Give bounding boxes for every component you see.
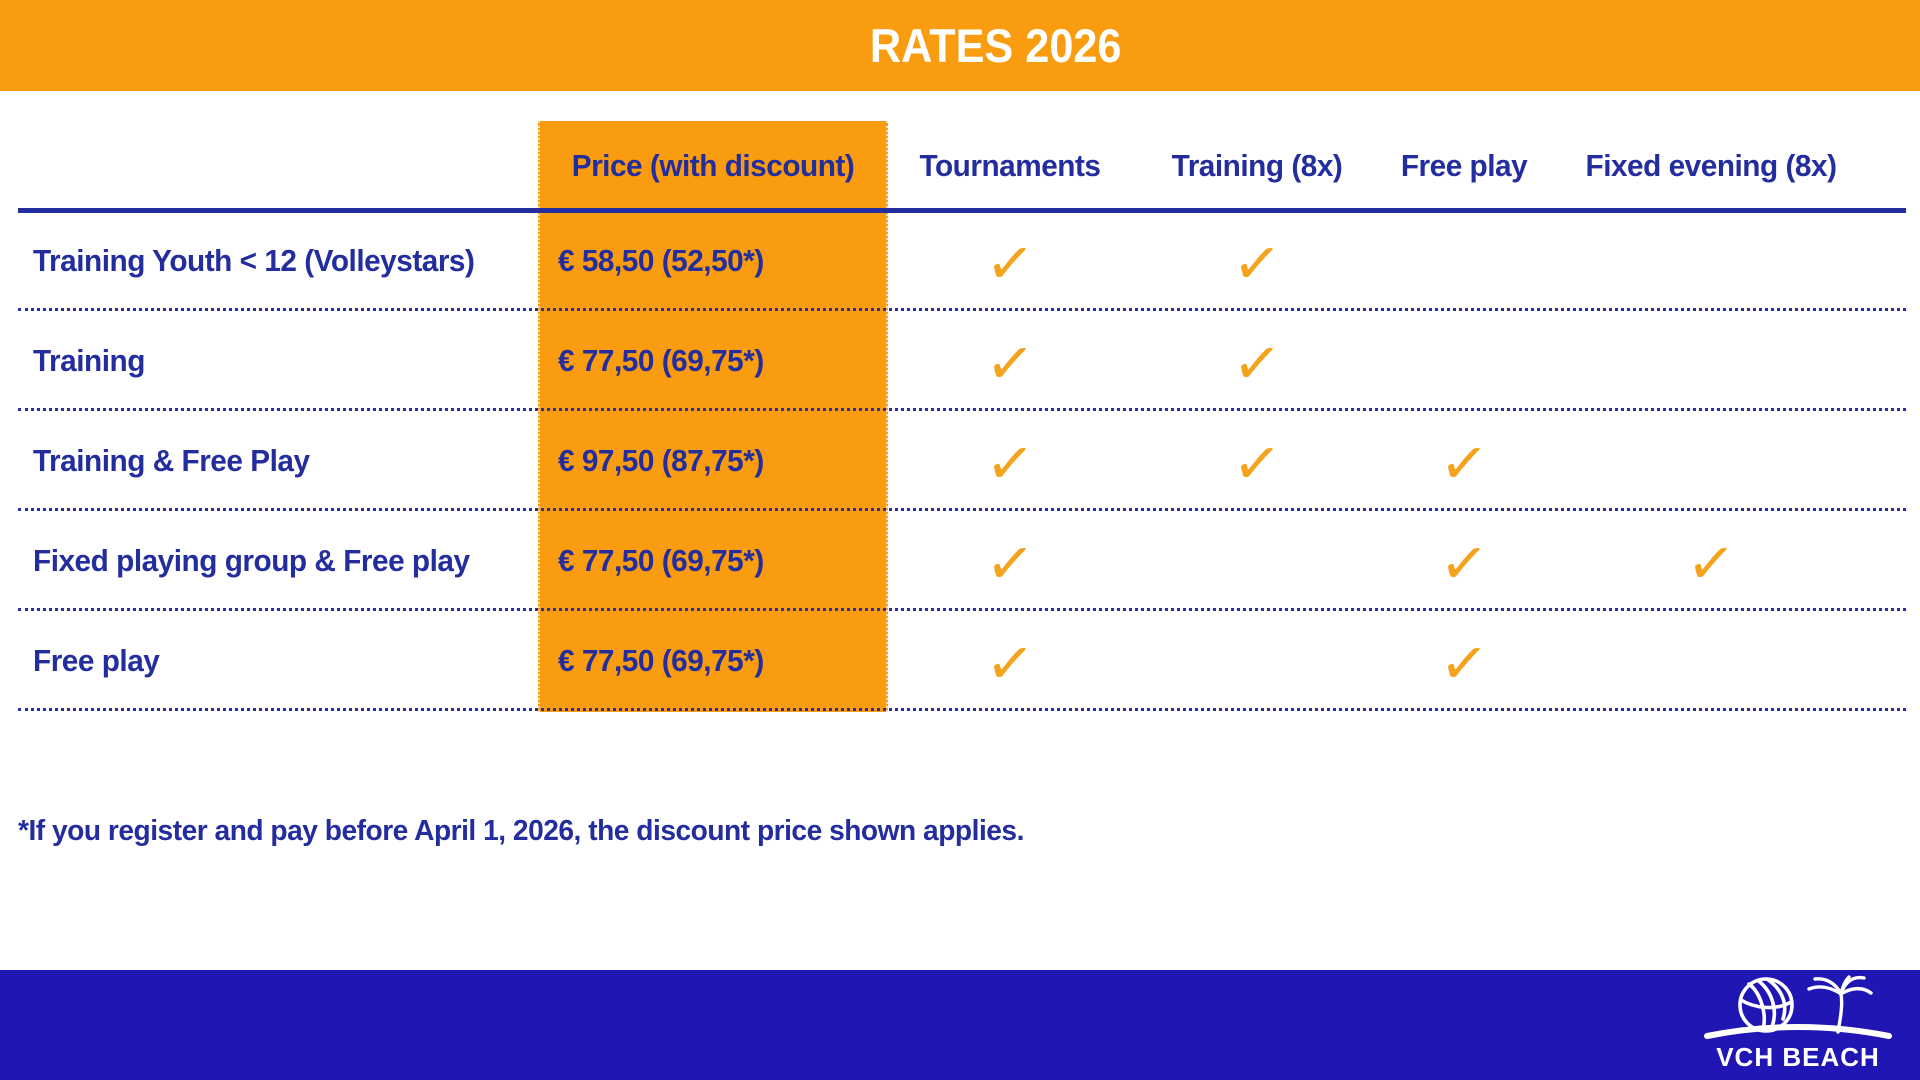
row-price: € 97,50 (87,75*) [558, 443, 764, 478]
row-separator [18, 308, 1906, 311]
check-icon: ✓ [982, 629, 1038, 699]
column-header-tournaments: Tournaments [919, 148, 1101, 183]
check-icon: ✓ [1436, 529, 1492, 599]
check-icon: ✓ [982, 429, 1038, 499]
row-label: Training [33, 343, 145, 378]
row-label: Free play [33, 643, 160, 678]
row-label: Training & Free Play [33, 443, 310, 478]
row-price: € 77,50 (69,75*) [558, 643, 764, 678]
check-icon: ✓ [1229, 229, 1285, 299]
logo-text: VCH BEACH [1716, 1042, 1880, 1072]
row-separator [18, 508, 1906, 511]
check-icon: ✓ [1229, 429, 1285, 499]
vch-beach-logo: VCH BEACH [1702, 972, 1894, 1078]
column-header-price: Price (with discount) [571, 148, 855, 183]
beach-curve [1704, 1024, 1892, 1039]
row-label: Fixed playing group & Free play [33, 543, 470, 578]
column-header-fixed-evening: Fixed evening (8x) [1585, 148, 1837, 183]
check-icon: ✓ [1436, 629, 1492, 699]
check-icon: ✓ [1683, 529, 1739, 599]
check-icon: ✓ [982, 529, 1038, 599]
discount-footnote: *If you register and pay before April 1,… [18, 814, 1024, 847]
table-row: Training € 77,50 (69,75*) ✓ ✓ [0, 311, 1920, 411]
column-header-free-play: Free play [1400, 148, 1528, 183]
check-icon: ✓ [982, 329, 1038, 399]
row-separator [18, 608, 1906, 611]
header-separator-line [18, 208, 1906, 213]
row-price: € 77,50 (69,75*) [558, 543, 764, 578]
title-banner: RATES 2026 [0, 0, 1920, 91]
table-row: Training & Free Play € 97,50 (87,75*) ✓ ✓… [0, 411, 1920, 511]
table-row: Training Youth < 12 (Volleystars) € 58,5… [0, 211, 1920, 311]
check-icon: ✓ [982, 229, 1038, 299]
table-row: Free play € 77,50 (69,75*) ✓ ✓ [0, 611, 1920, 711]
row-price: € 58,50 (52,50*) [558, 243, 764, 278]
check-icon: ✓ [1229, 329, 1285, 399]
row-price: € 77,50 (69,75*) [558, 343, 764, 378]
table-header-row: Price (with discount) Tournaments Traini… [0, 121, 1920, 211]
logo-graphic [1704, 975, 1892, 1039]
row-separator [18, 408, 1906, 411]
column-header-training-8x: Training (8x) [1171, 148, 1343, 183]
price-column-highlight [538, 121, 888, 712]
check-icon: ✓ [1436, 429, 1492, 499]
page-title: RATES 2026 [870, 19, 1122, 72]
footer-bar: VCH BEACH [0, 970, 1920, 1080]
row-separator [18, 708, 1906, 711]
row-label: Training Youth < 12 (Volleystars) [33, 243, 475, 278]
table-row: Fixed playing group & Free play € 77,50 … [0, 511, 1920, 611]
